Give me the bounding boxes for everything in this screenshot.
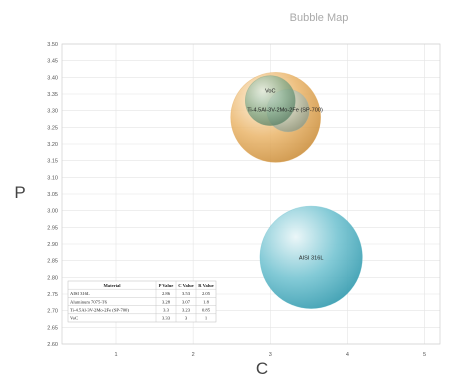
table-header-cell: Material (103, 283, 121, 288)
y-tick-label: 2.95 (47, 225, 58, 231)
y-tick-label: 3.05 (47, 192, 58, 198)
x-tick-label: 4 (346, 352, 349, 358)
y-axis-title: P (14, 183, 25, 202)
y-tick-label: 3.00 (47, 209, 58, 215)
bubble-label: Ti-4.5Al-3V-2Mo-2Fe (SP-700) (247, 108, 323, 114)
y-tick-label: 2.90 (47, 242, 58, 248)
table-header-cell: C Value (178, 283, 193, 288)
y-tick-label: 2.60 (47, 342, 58, 348)
table-cell: 1.8 (203, 299, 209, 304)
x-axis-title: C (256, 359, 268, 378)
bubble-label: AISI 316L (299, 255, 324, 261)
bubble-labels: AISI 316L VoC Ti-4.5Al-3V-2Mo-2Fe (SP-700) (247, 89, 323, 262)
bubble (244, 75, 296, 126)
table-cell: 3.07 (182, 299, 191, 304)
table-cell: 3.23 (182, 308, 191, 313)
bubble-label: VoC (265, 89, 276, 95)
chart-title: Bubble Map (290, 12, 349, 24)
table-cell: 3.33 (162, 316, 171, 321)
table-frame (67, 280, 217, 323)
x-tick-label: 1 (114, 352, 117, 358)
table-cell: 3.53 (182, 291, 191, 296)
table-cell: 3.3 (163, 308, 169, 313)
bubble (259, 205, 363, 309)
y-tick-label: 2.65 (47, 325, 58, 331)
x-tick-label: 5 (423, 352, 426, 358)
y-tick-label: 3.50 (47, 42, 58, 48)
table-cell: Ti-4.5Al-3V-2Mo-2Fe (SP-700) (70, 308, 129, 313)
y-tick-label: 2.75 (47, 292, 58, 298)
y-tick-label: 3.15 (47, 159, 58, 165)
table-cell: 2.05 (202, 291, 211, 296)
table-cell: 1 (205, 316, 208, 321)
table-cell: 2.86 (162, 291, 171, 296)
y-tick-label: 3.10 (47, 175, 58, 181)
y-tick-label: 2.80 (47, 275, 58, 281)
table-header-cell: R Value (198, 283, 213, 288)
x-tick-label: 2 (192, 352, 195, 358)
bubbles (230, 72, 363, 309)
y-tick-label: 3.35 (47, 92, 58, 98)
table-cell: 0.85 (202, 308, 211, 313)
table-header-cell: P Value (159, 283, 174, 288)
x-tick-label: 3 (269, 352, 272, 358)
table-cell: 3 (185, 316, 188, 321)
y-tick-label: 3.40 (47, 75, 58, 81)
x-tick-labels: 1 2 3 4 5 (114, 352, 426, 358)
y-tick-label: 2.85 (47, 259, 58, 265)
y-tick-labels: 2.60 2.65 2.70 2.75 2.80 2.85 2.90 2.95 3.00 3.05… (47, 42, 58, 348)
table-cell: 3.28 (162, 299, 171, 304)
y-tick-label: 2.70 (47, 309, 58, 315)
table-cell: Aluminum 7075-T6 (70, 299, 108, 304)
y-tick-label: 3.45 (47, 59, 58, 65)
table-cell: AISI 316L (70, 291, 90, 296)
table-cell: VoC (70, 316, 78, 321)
data-table: Material P Value C Value R Value AISI 316L 2.… (67, 280, 217, 323)
y-tick-label: 3.25 (47, 125, 58, 131)
y-tick-label: 3.20 (47, 142, 58, 148)
y-tick-label: 3.30 (47, 109, 58, 115)
plot-frame (61, 43, 441, 345)
